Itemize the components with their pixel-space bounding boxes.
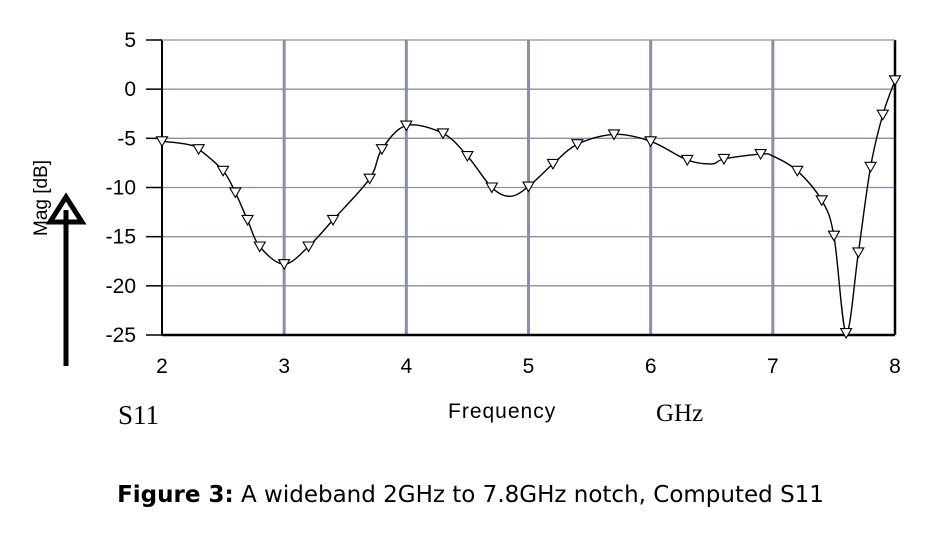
s11-marker-30 xyxy=(888,75,902,87)
s11-marker-17 xyxy=(570,139,584,151)
s11-marker-21 xyxy=(717,153,731,166)
s11-marker-14 xyxy=(485,182,499,194)
s11-marker-2 xyxy=(216,165,230,177)
y-tick-label-6: -25 xyxy=(106,324,136,347)
x-tick-label-4: 6 xyxy=(645,355,657,378)
s11-marker-15 xyxy=(522,181,535,193)
s11-marker-6 xyxy=(277,259,291,271)
s11-marker-19 xyxy=(644,136,658,148)
s11-marker-9 xyxy=(363,173,377,185)
x-tick-label-2: 4 xyxy=(400,355,412,378)
s11-marker-10 xyxy=(375,144,389,156)
s11-marker-5 xyxy=(253,241,267,253)
s11-marker-28 xyxy=(864,161,878,173)
s11-marker-4 xyxy=(241,214,254,227)
s11-marker-1 xyxy=(192,144,206,156)
y-axis-arrow-head xyxy=(45,192,87,225)
s11-marker-12 xyxy=(436,128,450,140)
x-tick-labels: 2 3 4 5 6 7 8 xyxy=(156,355,901,378)
x-tick-label-3: 5 xyxy=(523,355,535,378)
s11-marker-3 xyxy=(228,187,242,199)
series-label-s11: S11 xyxy=(118,400,159,430)
x-axis-unit: GHz xyxy=(656,400,703,427)
x-tick-label-1: 3 xyxy=(278,355,290,378)
x-tick-label-5: 7 xyxy=(767,355,779,378)
plot-frame xyxy=(146,39,897,337)
y-tick-label-2: -5 xyxy=(117,127,136,150)
y-tick-label-5: -20 xyxy=(106,275,136,298)
s11-marker-11 xyxy=(399,120,413,132)
y-tick-label-0: 5 xyxy=(124,29,136,52)
s11-marker-29 xyxy=(876,109,890,121)
y-tick-label-3: -10 xyxy=(106,177,136,200)
y-tick-labels: 5 0 -5 -10 -15 -20 -25 xyxy=(106,29,136,347)
s11-marker-18 xyxy=(607,129,621,141)
s11-marker-23 xyxy=(790,165,804,177)
caption-figure-label: Figure 3: xyxy=(117,482,234,508)
s11-marker-13 xyxy=(460,150,474,163)
s11-marker-26 xyxy=(839,327,853,340)
s11-marker-7 xyxy=(302,241,316,253)
x-tick-label-0: 2 xyxy=(156,355,168,378)
figure-caption: Figure 3: A wideband 2GHz to 7.8GHz notc… xyxy=(0,482,941,508)
s11-marker-22 xyxy=(754,149,768,161)
s11-marker-27 xyxy=(851,247,865,259)
s11-marker-0 xyxy=(155,136,169,148)
s11-marker-8 xyxy=(326,214,340,227)
s11-marker-25 xyxy=(827,230,841,242)
s11-marker-24 xyxy=(815,195,829,207)
x-tick-label-6: 8 xyxy=(889,355,901,378)
y-tick-label-1: 0 xyxy=(124,78,136,101)
s11-markers xyxy=(155,75,902,340)
caption-text: A wideband 2GHz to 7.8GHz notch, Compute… xyxy=(233,482,824,508)
s11-marker-16 xyxy=(546,158,560,170)
s11-marker-20 xyxy=(680,154,694,167)
y-axis-label: Mag [dB] xyxy=(31,160,52,236)
grid-lines xyxy=(162,40,895,335)
y-tick-label-4: -15 xyxy=(106,226,136,249)
x-axis-label: Frequency xyxy=(448,400,556,423)
